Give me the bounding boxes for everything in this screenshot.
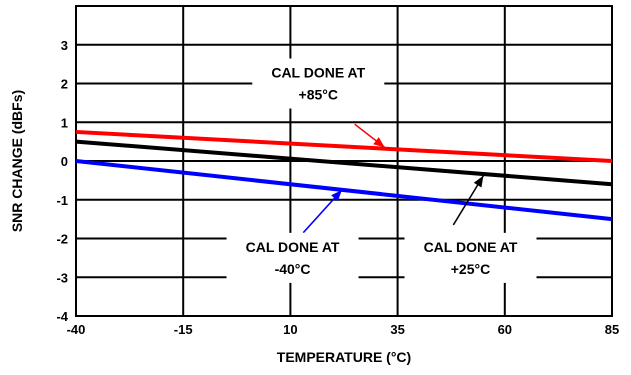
y-tick-label-5: 1 (61, 115, 68, 130)
y-tick-label-3: -1 (56, 193, 68, 208)
annotation-background-1 (226, 232, 359, 283)
tick-label-layer: -40 -15 10 35 60 85 -4 -3 -2 -1 0 1 2 3 (56, 38, 619, 337)
annotation-text-1-0: CAL DONE AT (246, 239, 340, 255)
series-layer (75, 129, 613, 222)
x-tick-label-2: 10 (283, 322, 297, 337)
y-axis-label: SNR CHANGE (dBFs) (9, 90, 25, 232)
y-tick-label-0: -4 (56, 309, 68, 324)
series-line-1 (75, 139, 613, 187)
x-tick-label-1: -15 (174, 322, 193, 337)
y-tick-label-2: -2 (56, 232, 68, 247)
y-tick-label-7: 3 (61, 38, 68, 53)
annotation-layer: CAL DONE AT +85°C CAL DONE AT -40°C CAL DONE… (226, 58, 537, 283)
y-tick-label-4: 0 (61, 154, 68, 169)
annotation-background-2 (404, 232, 537, 283)
series-line-0 (75, 129, 613, 163)
x-tick-label-3: 35 (390, 322, 404, 337)
annotation-arrowhead-0 (373, 137, 385, 148)
y-tick-label-1: -3 (56, 270, 68, 285)
annotation-text-0-1: +85°C (299, 87, 338, 103)
annotation-text-1-1: -40°C (275, 261, 311, 277)
series-line-2 (75, 159, 613, 222)
x-tick-label-5: 85 (605, 322, 619, 337)
annotation-text-2-1: +25°C (451, 261, 490, 277)
annotation-text-0-0: CAL DONE AT (271, 65, 365, 81)
x-tick-label-4: 60 (498, 322, 512, 337)
annotation-text-2-0: CAL DONE AT (424, 239, 518, 255)
annotation-arrowhead-2 (473, 175, 484, 188)
x-tick-label-0: -40 (67, 322, 86, 337)
annotation-arrowhead-1 (331, 190, 342, 202)
annotation-background-0 (252, 58, 385, 109)
x-axis-label: TEMPERATURE (°C) (277, 349, 411, 365)
y-tick-label-6: 2 (61, 77, 68, 92)
